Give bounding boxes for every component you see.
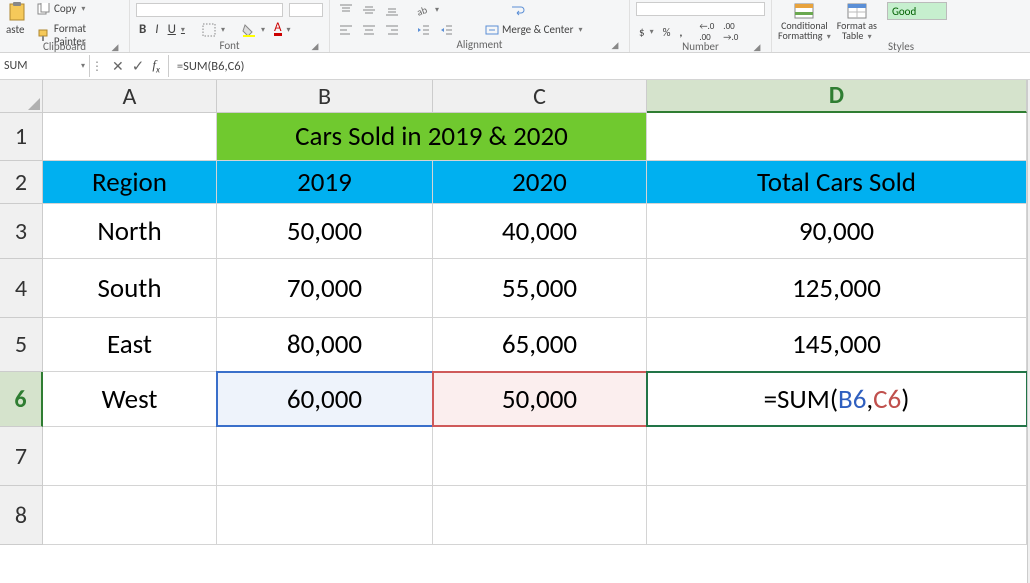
cell-c8[interactable] <box>433 486 647 544</box>
paste-button[interactable]: aste <box>6 2 28 36</box>
cell-c4[interactable]: 55,000 <box>433 259 647 317</box>
row-header-7[interactable]: 7 <box>0 427 43 486</box>
launcher-icon[interactable]: ◢ <box>110 42 120 52</box>
col-header-d[interactable]: D <box>647 80 1027 113</box>
row-header-2[interactable]: 2 <box>0 161 43 204</box>
italic-button[interactable]: I <box>152 20 161 39</box>
cell-a8[interactable] <box>43 486 217 544</box>
name-box[interactable]: SUM▾ <box>0 55 90 77</box>
currency-button[interactable]: $▾ <box>636 24 657 41</box>
enter-icon[interactable]: ✓ <box>132 57 145 76</box>
cell-c7[interactable] <box>433 427 647 485</box>
cancel-icon[interactable]: ✕ <box>112 58 124 75</box>
align-center-button[interactable] <box>359 22 379 38</box>
group-clipboard: aste Copy▾ Format Painter Clipboard◢ <box>0 0 130 52</box>
worksheet: A B C D 1 2 3 4 5 6 7 8 Cars Sold in 201… <box>0 80 1030 583</box>
percent-button[interactable]: % <box>660 24 674 41</box>
font-color-button[interactable]: A▾ <box>271 21 294 38</box>
cell-b7[interactable] <box>217 427 433 485</box>
cell-a3[interactable]: North <box>43 204 217 258</box>
group-alignment: ab▾ Merge & Center▾ Alignment◢ <box>330 0 630 52</box>
launcher-icon[interactable]: ◢ <box>610 40 620 50</box>
font-family-select[interactable] <box>136 3 283 17</box>
cell-a5[interactable]: East <box>43 318 217 371</box>
row-header-8[interactable]: 8 <box>0 486 43 545</box>
cell-a1[interactable] <box>43 113 217 160</box>
cell-d3[interactable]: 90,000 <box>647 204 1027 258</box>
cell-d7[interactable] <box>647 427 1027 485</box>
select-all-corner[interactable] <box>0 80 43 113</box>
align-middle-button[interactable] <box>359 2 379 18</box>
cell-style-good[interactable]: Good <box>887 2 947 20</box>
fx-icon[interactable]: fx <box>152 57 160 76</box>
group-number: $▾ % , ←.0.00 .00→.0 Number◢ <box>630 0 772 52</box>
cell-d6[interactable]: =SUM(B6,C6) <box>647 372 1027 426</box>
launcher-icon[interactable]: ◢ <box>310 41 320 51</box>
cell-a2[interactable]: Region <box>43 161 217 203</box>
group-label-alignment: Alignment◢ <box>336 38 623 52</box>
row-header-5[interactable]: 5 <box>0 318 43 372</box>
cell-b3[interactable]: 50,000 <box>217 204 433 258</box>
comma-button[interactable]: , <box>676 24 685 41</box>
cell-a7[interactable] <box>43 427 217 485</box>
borders-button[interactable]: ▾ <box>199 21 228 39</box>
cell-b6[interactable]: 60,000 <box>217 372 433 426</box>
row-header-4[interactable]: 4 <box>0 259 43 318</box>
cell-a6[interactable]: West <box>43 372 217 426</box>
cell-c5[interactable]: 65,000 <box>433 318 647 371</box>
cell-b5[interactable]: 80,000 <box>217 318 433 371</box>
col-header-b[interactable]: B <box>217 80 433 113</box>
align-right-button[interactable] <box>382 22 402 38</box>
formula-input[interactable]: =SUM(B6,C6) <box>169 59 1030 74</box>
row-header-3[interactable]: 3 <box>0 204 43 259</box>
group-label-number: Number◢ <box>636 40 765 54</box>
formula-bar: SUM▾ ⋮ ✕ ✓ fx =SUM(B6,C6) <box>0 53 1030 80</box>
cell-b2[interactable]: 2019 <box>217 161 433 203</box>
cell-d8[interactable] <box>647 486 1027 544</box>
group-font: B I U▾ ▾ ▾ A▾ Font◢ <box>130 0 330 52</box>
group-label-font: Font◢ <box>136 39 323 53</box>
copy-button[interactable]: Copy▾ <box>34 0 123 17</box>
row-headers: 1 2 3 4 5 6 7 8 <box>0 113 43 545</box>
group-label-clipboard: Clipboard◢ <box>6 40 123 54</box>
cell-c3[interactable]: 40,000 <box>433 204 647 258</box>
underline-button[interactable]: U▾ <box>165 20 188 39</box>
align-bottom-button[interactable] <box>382 2 402 18</box>
font-size-select[interactable] <box>289 3 323 17</box>
cells-grid: Cars Sold in 2019 & 2020 Region 2019 202… <box>43 113 1030 545</box>
cell-a4[interactable]: South <box>43 259 217 317</box>
merge-center-button[interactable]: Merge & Center▾ <box>482 21 586 38</box>
row-header-6[interactable]: 6 <box>0 372 43 427</box>
cell-d2[interactable]: Total Cars Sold <box>647 161 1027 203</box>
cell-d1[interactable] <box>647 113 1027 160</box>
orientation-button[interactable]: ab▾ <box>413 2 442 18</box>
cell-d5[interactable]: 145,000 <box>647 318 1027 371</box>
wrap-text-button[interactable] <box>508 2 528 18</box>
cell-title[interactable]: Cars Sold in 2019 & 2020 <box>217 113 647 160</box>
number-format-select[interactable] <box>636 2 765 16</box>
format-as-table-button[interactable]: Format asTable ▾ <box>837 2 877 42</box>
column-headers: A B C D <box>43 80 1030 113</box>
group-label-styles: Styles <box>778 40 1024 54</box>
align-top-button[interactable] <box>336 2 356 18</box>
align-left-button[interactable] <box>336 22 356 38</box>
col-header-a[interactable]: A <box>43 80 217 113</box>
group-styles: ConditionalFormatting ▾ Format asTable ▾… <box>772 0 1030 52</box>
cell-d4[interactable]: 125,000 <box>647 259 1027 317</box>
launcher-icon[interactable]: ◢ <box>752 42 762 52</box>
cell-c6[interactable]: 50,000 <box>433 372 647 426</box>
bold-button[interactable]: B <box>136 20 149 39</box>
cell-b8[interactable] <box>217 486 433 544</box>
svg-text:ab: ab <box>416 4 429 16</box>
row-header-1[interactable]: 1 <box>0 113 43 161</box>
conditional-formatting-button[interactable]: ConditionalFormatting ▾ <box>778 2 831 42</box>
cell-c2[interactable]: 2020 <box>433 161 647 203</box>
col-header-c[interactable]: C <box>433 80 647 113</box>
cell-b4[interactable]: 70,000 <box>217 259 433 317</box>
ribbon: aste Copy▾ Format Painter Clipboard◢ <box>0 0 1030 53</box>
fill-color-button[interactable]: ▾ <box>239 21 268 39</box>
decrease-indent-button[interactable] <box>413 22 433 38</box>
increase-indent-button[interactable] <box>436 22 456 38</box>
